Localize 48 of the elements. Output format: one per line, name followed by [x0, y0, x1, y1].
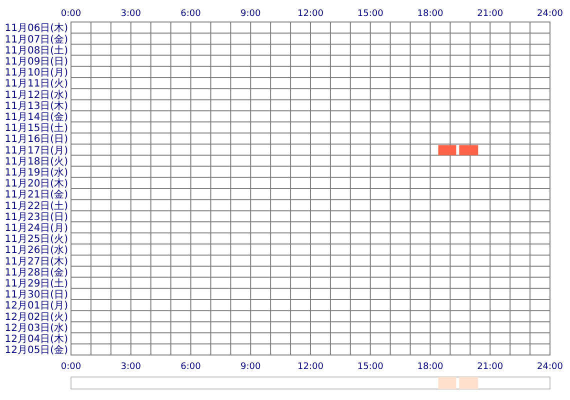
- x2-tick-label: 0:00: [60, 362, 82, 372]
- y-tick-label: 11月07日(金): [4, 33, 68, 46]
- y-tick-label: 11月27日(木): [4, 255, 68, 268]
- y-tick-label: 11月23日(日): [4, 212, 68, 223]
- x2-tick-label: 24:00: [537, 362, 564, 372]
- y-tick-label: 12月02日(火): [4, 310, 68, 323]
- y-tick-label: 11月12日(水): [4, 88, 68, 101]
- y-tick-label: 11月29日(土): [4, 277, 68, 290]
- x-tick-label: 18:00: [417, 9, 444, 19]
- x-tick-label: 21:00: [477, 9, 504, 19]
- y-tick-label: 11月06日(木): [4, 22, 68, 34]
- y-tick-label: 11月28日(金): [4, 266, 68, 278]
- x2-tick-label: 18:00: [417, 362, 444, 372]
- y-tick-label: 11月26日(水): [4, 244, 68, 256]
- y-tick-label: 12月01日(月): [4, 300, 68, 312]
- y-tick-label: 11月20日(木): [4, 178, 68, 190]
- y-tick-label: 11月30日(日): [4, 290, 68, 301]
- y-tick-label: 11月19日(水): [4, 166, 68, 178]
- y-tick-label: 11月18日(火): [4, 155, 68, 168]
- x-tick-label: 9:00: [240, 9, 261, 19]
- y-tick-label: 11月08日(土): [4, 44, 68, 56]
- x2-tick-label: 15:00: [357, 362, 384, 372]
- x-tick-label: 12:00: [298, 9, 324, 19]
- x2-tick-label: 9:00: [240, 362, 261, 372]
- y-tick-label: 11月14日(金): [4, 110, 68, 123]
- x2-tick-label: 21:00: [477, 362, 504, 372]
- x2-tick-label: 6:00: [180, 362, 202, 372]
- y-tick-label: 11月16日(日): [4, 134, 68, 146]
- x-tick-label: 6:00: [180, 9, 202, 19]
- y-tick-label: 12月05日(金): [4, 344, 68, 356]
- y-tick-label: 12月03日(水): [4, 322, 68, 334]
- x-tick-label: 0:00: [60, 9, 82, 19]
- y-tick-label: 11月09日(日): [4, 56, 68, 68]
- x-tick-label: 15:00: [357, 9, 384, 19]
- x2-tick-label: 3:00: [120, 362, 142, 372]
- y-tick-label: 11月11日(火): [4, 78, 68, 90]
- y-tick-label: 11月13日(木): [4, 100, 68, 112]
- y-tick-label: 11月15日(土): [4, 122, 68, 134]
- y-tick-label: 11月25日(火): [4, 233, 68, 246]
- y-tick-label: 12月04日(木): [4, 332, 68, 345]
- y-tick-label: 11月22日(土): [4, 200, 68, 212]
- y-tick-label: 11月24日(月): [4, 222, 68, 234]
- x-tick-label: 3:00: [120, 9, 142, 19]
- x2-tick-label: 12:00: [298, 362, 324, 372]
- y-tick-label: 11月21日(金): [4, 188, 68, 201]
- y-tick-label: 11月10日(月): [4, 68, 68, 79]
- x-tick-label: 24:00: [537, 9, 564, 19]
- y-tick-label: 11月17日(月): [4, 145, 68, 156]
